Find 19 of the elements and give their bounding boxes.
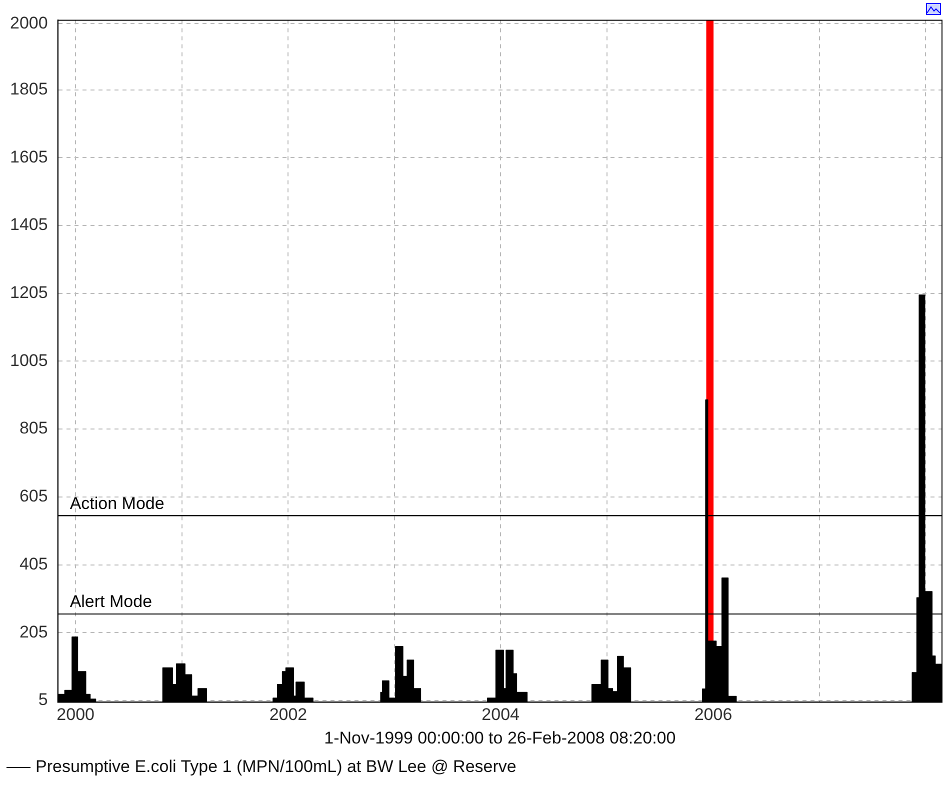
y-tick-label: 605: [19, 486, 48, 506]
y-tick-label: 1005: [10, 350, 48, 370]
y-tick-label: 2000: [10, 13, 48, 32]
y-tick-label: 805: [19, 418, 48, 438]
x-tick-label: 2000: [56, 705, 94, 724]
y-tick-label: 1605: [10, 147, 48, 166]
y-tick-label: 1405: [10, 215, 48, 234]
x-tick-label: 2002: [269, 705, 308, 724]
y-tick-label: 405: [19, 554, 48, 574]
x-tick-label: 2004: [482, 705, 520, 724]
y-tick-label: 1205: [10, 283, 48, 302]
legend-label: Presumptive E.coli Type 1 (MPN/100mL) at BW Lee @ Reserve: [36, 757, 516, 776]
y-tick-label: 1805: [10, 79, 48, 98]
x-axis-title: 1-Nov-1999 00:00:00 to 26-Feb-2008 08:20:00: [324, 728, 676, 748]
x-tick-label: 2006: [694, 705, 732, 724]
y-tick-label: 205: [19, 622, 48, 642]
ref-line-label: Action Mode: [70, 494, 164, 513]
ref-line-label: Alert Mode: [70, 592, 152, 612]
y-tick-label: 5: [38, 690, 48, 710]
